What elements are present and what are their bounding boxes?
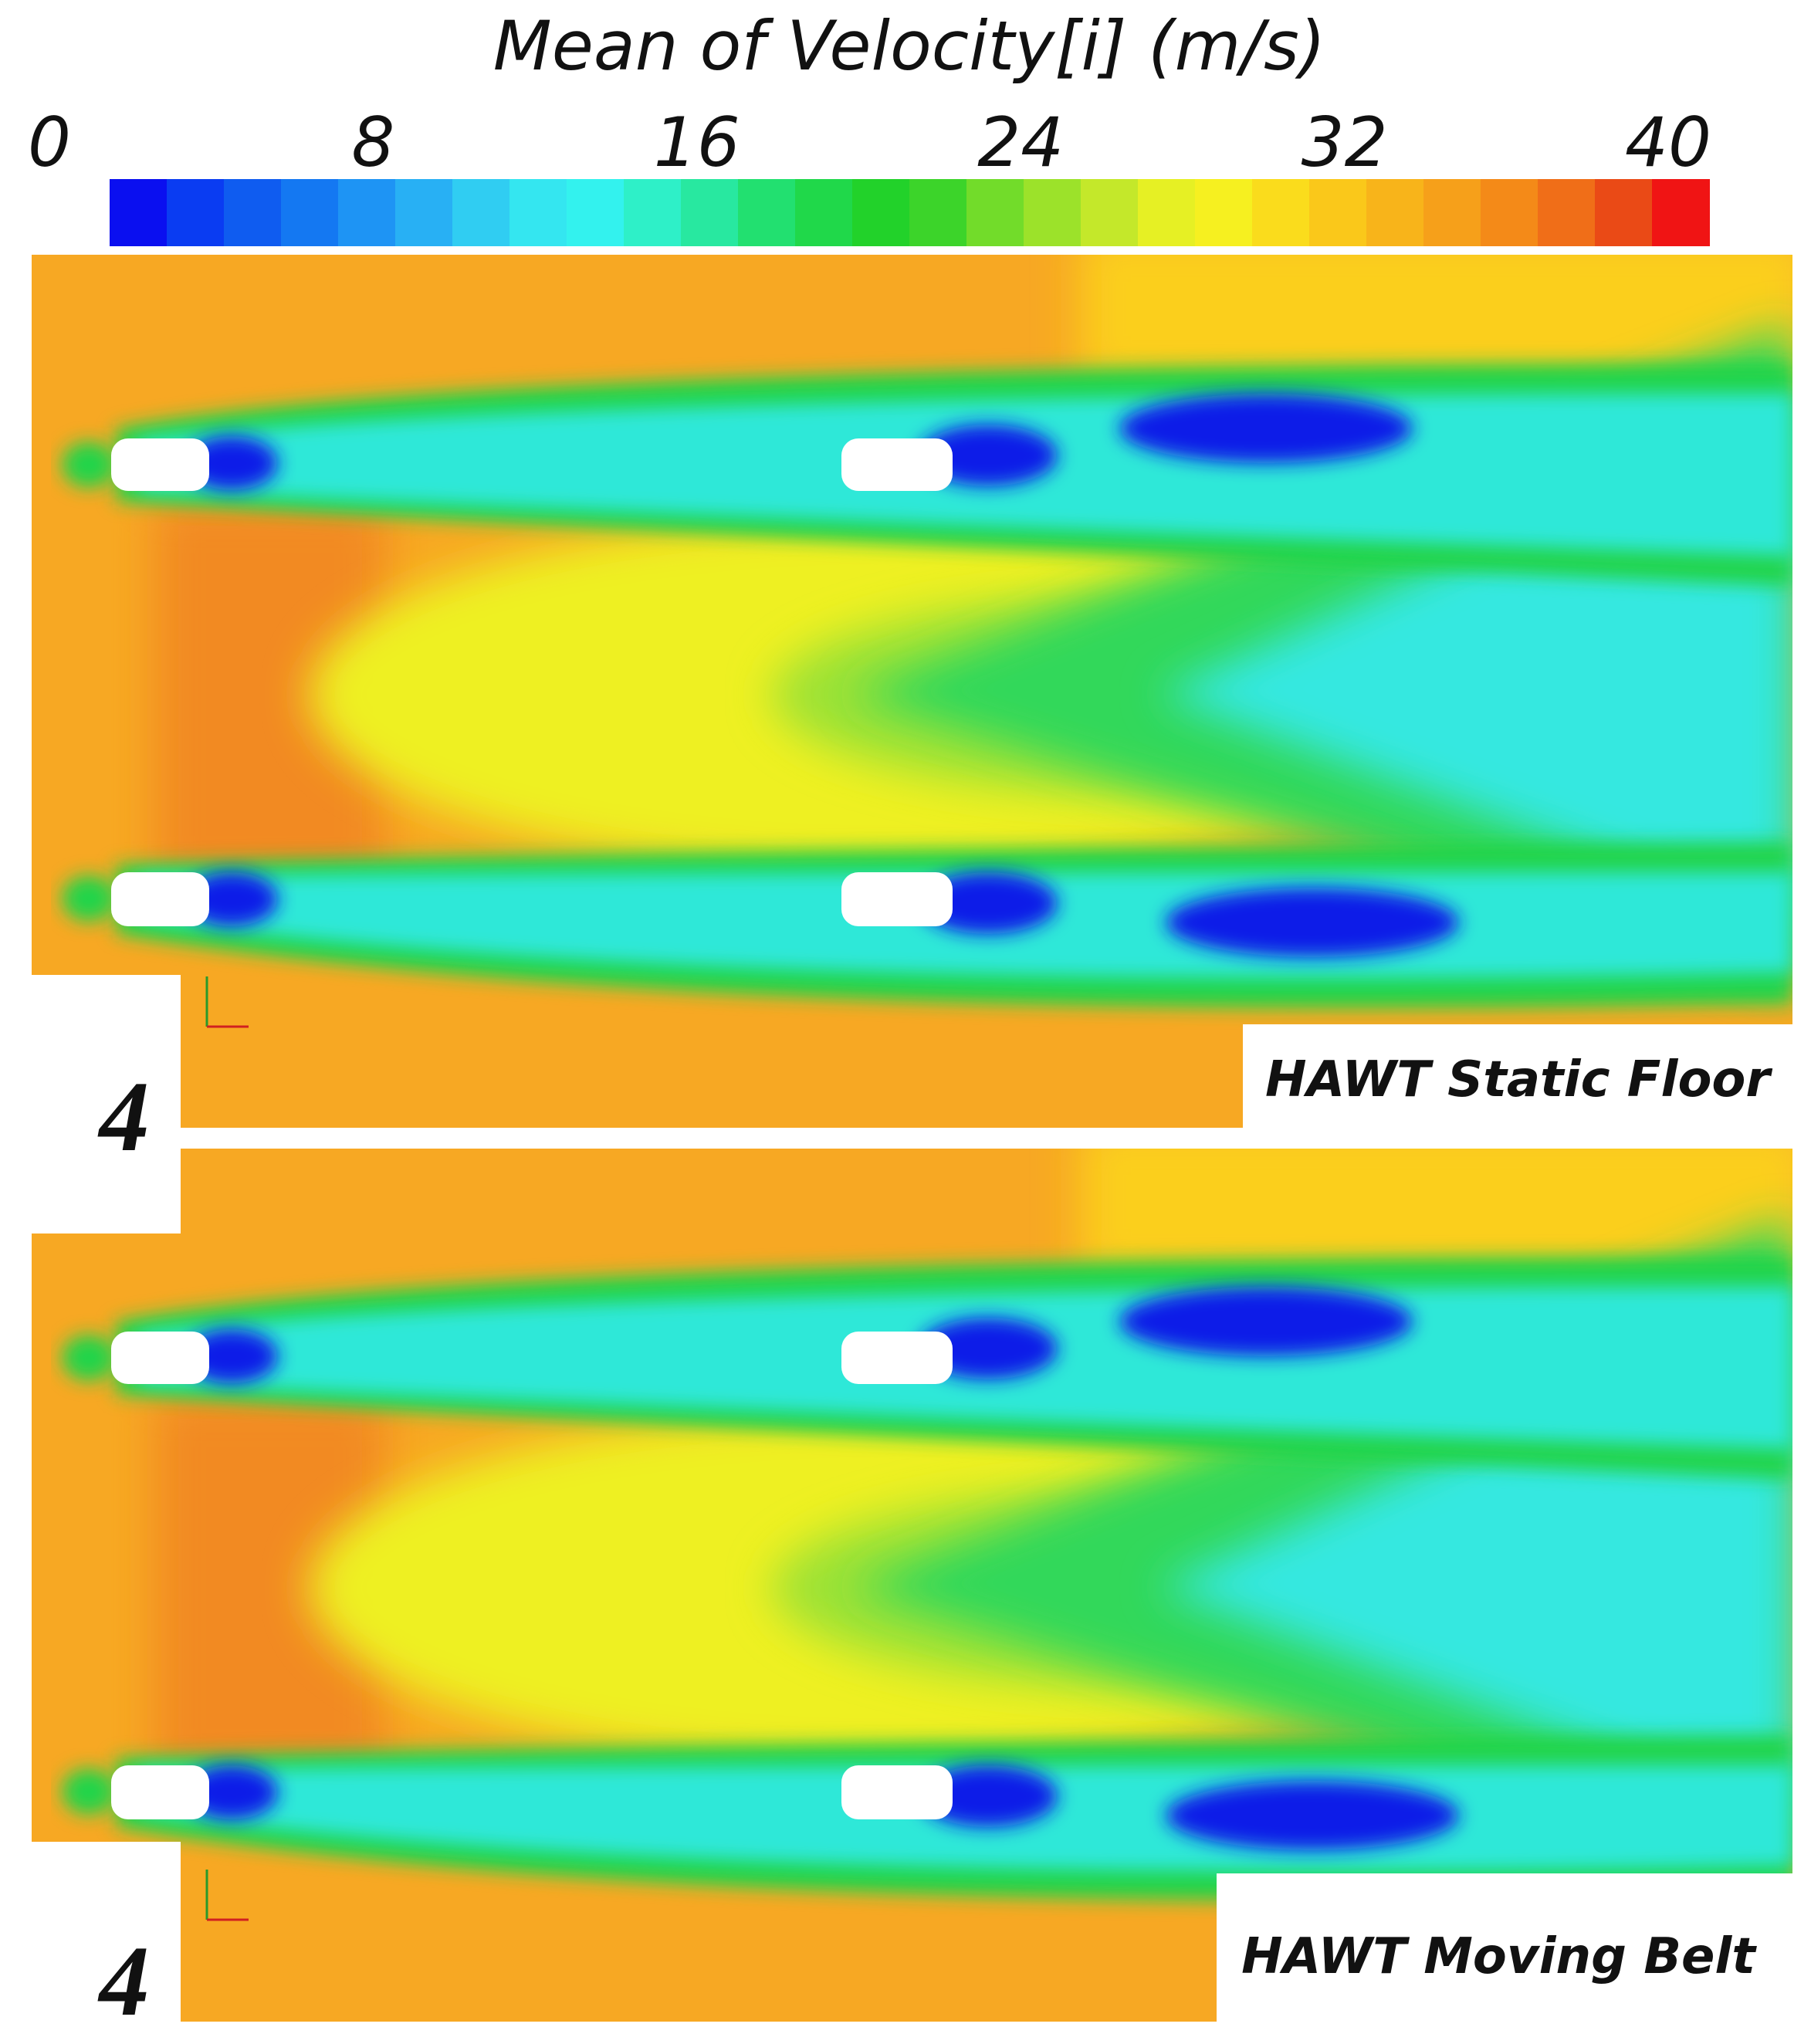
panel-label: HAWT Moving Belt [1241, 1928, 1757, 1985]
colorbar-segment [852, 179, 910, 246]
colorbar-segment [395, 179, 453, 246]
colorbar-segment [966, 179, 1024, 246]
colorbar-tick-label: 8 [351, 103, 394, 182]
colorbar-tick-label: 32 [1302, 103, 1388, 182]
colorbar-segment [1538, 179, 1596, 246]
colorbar-segment [1195, 179, 1253, 246]
panel-label: HAWT Static Floor [1265, 1051, 1772, 1108]
colorbar-segment [1138, 179, 1196, 246]
colorbar-segment [110, 179, 168, 246]
colorbar-segment [1366, 179, 1424, 246]
colorbar-tick-label: 24 [977, 103, 1064, 182]
colorbar-segment [624, 179, 682, 246]
colorbar: 0 8 16 24 32 40 [28, 103, 1711, 246]
colorbar-segment [167, 179, 225, 246]
colorbar-segment [1423, 179, 1481, 246]
contour-panel [0, 1125, 1811, 2044]
colorbar-segment [1652, 179, 1710, 246]
panel-number: 4 [97, 1926, 150, 2037]
colorbar-segment [795, 179, 853, 246]
panel-number: 4 [97, 1061, 150, 1173]
colorbar-segment [338, 179, 396, 246]
axis-triad [205, 976, 249, 1921]
colorbar-segment [681, 179, 739, 246]
colorbar-tick-label: 16 [654, 103, 740, 182]
colorbar-tick-label: 0 [28, 103, 71, 182]
colorbar-segment [1481, 179, 1539, 246]
colorbar-segment [452, 179, 510, 246]
colorbar-title: Mean of Velocity[i] (m/s) [493, 6, 1325, 86]
colorbar-segment [567, 179, 625, 246]
colorbar-segment [1081, 179, 1139, 246]
contour-panel [0, 232, 1811, 1158]
colorbar-segment [738, 179, 796, 246]
colorbar-tick-label: 40 [1625, 103, 1711, 182]
colorbar-segment [509, 179, 567, 246]
colorbar-segment [909, 179, 967, 246]
colorbar-segment [1024, 179, 1082, 246]
colorbar-segment [224, 179, 282, 246]
colorbar-segment [1252, 179, 1310, 246]
colorbar-segment [281, 179, 339, 246]
colorbar-segment [1595, 179, 1653, 246]
colorbar-segment [1309, 179, 1367, 246]
